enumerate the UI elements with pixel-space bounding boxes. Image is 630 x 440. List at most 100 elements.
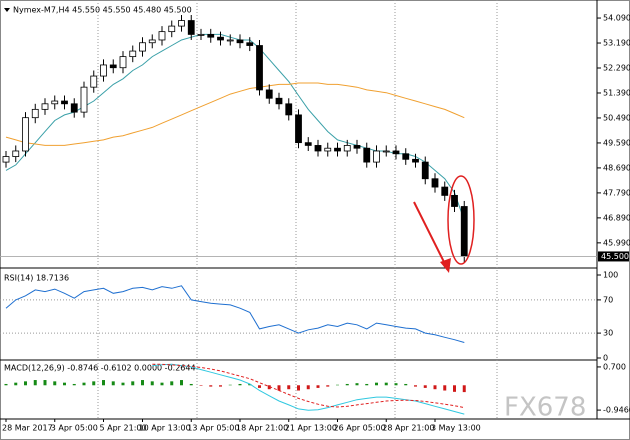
last-price-box	[598, 251, 629, 262]
watermark: FX678	[504, 393, 586, 423]
y-tick-label: 52.290	[603, 64, 630, 73]
y-tick-label: 47.790	[603, 188, 630, 197]
histogram-bar	[238, 383, 242, 386]
macd-title: MACD(12,26,9) -0.8746 -0.6102 0.0000 -0.…	[4, 364, 196, 373]
x-tick-label: 3 May 13:00	[431, 424, 481, 433]
candle-body	[197, 34, 205, 36]
y-tick-label: 46.890	[603, 213, 630, 222]
candle-body	[226, 39, 234, 42]
candle-body	[295, 114, 302, 144]
candle-body	[158, 31, 166, 41]
candle-body	[236, 39, 244, 44]
histogram-bar	[345, 383, 349, 386]
candle-body	[90, 75, 98, 88]
candle-body	[187, 20, 195, 35]
candle-body	[451, 194, 458, 207]
histogram-bar	[141, 380, 144, 386]
histogram-bar	[433, 385, 437, 390]
histogram-bar	[423, 385, 427, 388]
candle-body	[22, 117, 29, 152]
candle-body	[441, 186, 449, 196]
histogram-bar	[384, 382, 388, 386]
rsi-title: RSI(14) 18.7136	[4, 274, 69, 283]
histogram-bar	[453, 385, 456, 392]
histogram-bar	[121, 382, 125, 386]
arrow-head	[440, 258, 451, 273]
y-tick-label: 54.090	[603, 14, 630, 23]
histogram-bar	[180, 380, 183, 386]
candle-body	[285, 103, 293, 116]
candle-body	[12, 150, 20, 157]
last-price-label: 45.500	[601, 252, 629, 261]
x-tick-label: 21 Apr 13:00	[285, 424, 337, 433]
histogram-bar	[394, 383, 398, 386]
histogram-bar	[258, 385, 261, 388]
histogram-bar	[267, 385, 271, 390]
candle-body	[129, 50, 137, 58]
histogram-bar	[199, 385, 203, 386]
menu-icon	[4, 8, 10, 12]
candle-body	[256, 45, 263, 91]
y-tick-label: 0	[603, 354, 608, 363]
x-tick-label: 5 Apr 21:00	[100, 424, 147, 433]
y-tick-label: 30	[603, 329, 613, 338]
candle-body	[363, 147, 371, 163]
histogram-bar	[102, 380, 105, 386]
candle-body	[265, 89, 273, 99]
candle-body	[343, 145, 351, 152]
x-tick-label: 28 Mar 2017	[2, 424, 53, 433]
x-tick-label: 26 Apr 05:00	[334, 424, 386, 433]
histogram-bar	[131, 381, 135, 386]
histogram-bar	[404, 383, 408, 386]
candle-body	[119, 56, 127, 69]
histogram-bar	[53, 381, 57, 386]
histogram-bar	[228, 384, 232, 386]
candle-body	[217, 36, 224, 41]
histogram-bar	[414, 385, 417, 387]
histogram-bar	[43, 380, 47, 386]
candle-body	[168, 25, 176, 33]
x-tick-label: 18 Apr 21:00	[236, 424, 288, 433]
highlight-ellipse	[447, 175, 475, 265]
histogram-bar	[24, 381, 27, 386]
indicator-line	[152, 363, 465, 409]
x-tick-label: 13 Apr 05:00	[187, 424, 239, 433]
candle-body	[207, 34, 215, 38]
histogram-bar	[365, 383, 369, 386]
histogram-bar	[14, 382, 18, 386]
x-tick-label: 28 Apr 21:00	[382, 424, 434, 433]
candle-body	[304, 142, 312, 146]
histogram-bar	[355, 383, 359, 386]
candle-body	[334, 147, 341, 152]
arrow-shaft	[413, 201, 447, 267]
candle-body	[402, 153, 410, 160]
histogram-bar	[33, 380, 37, 386]
histogram-bar	[297, 385, 300, 391]
candle-body	[392, 150, 400, 155]
x-tick-label: 10 Apr 13:00	[139, 424, 191, 433]
histogram-bar	[316, 385, 320, 388]
y-tick-label: 48.690	[603, 163, 630, 172]
chart-title: Nymex-M7,H4 45.550 45.550 45.480 45.500	[13, 6, 192, 15]
histogram-bar	[326, 385, 330, 387]
candle-body	[275, 97, 283, 105]
y-tick-label: 51.390	[603, 88, 630, 97]
histogram-bar	[72, 383, 76, 386]
histogram-bar	[336, 384, 339, 386]
candle-body	[246, 42, 254, 46]
x-tick-label: 3 Apr 05:00	[51, 424, 98, 433]
histogram-bar	[189, 383, 193, 386]
candle-body	[412, 158, 419, 163]
candle-body	[353, 145, 361, 149]
candle-body	[421, 161, 429, 180]
histogram-bar	[462, 385, 466, 393]
candle-body	[382, 150, 390, 153]
y-tick-label: 49.590	[603, 138, 630, 147]
y-tick-label: 70	[603, 295, 613, 304]
candle-body	[70, 103, 78, 113]
histogram-bar	[82, 382, 86, 386]
y-tick-label: 50.490	[603, 113, 630, 122]
